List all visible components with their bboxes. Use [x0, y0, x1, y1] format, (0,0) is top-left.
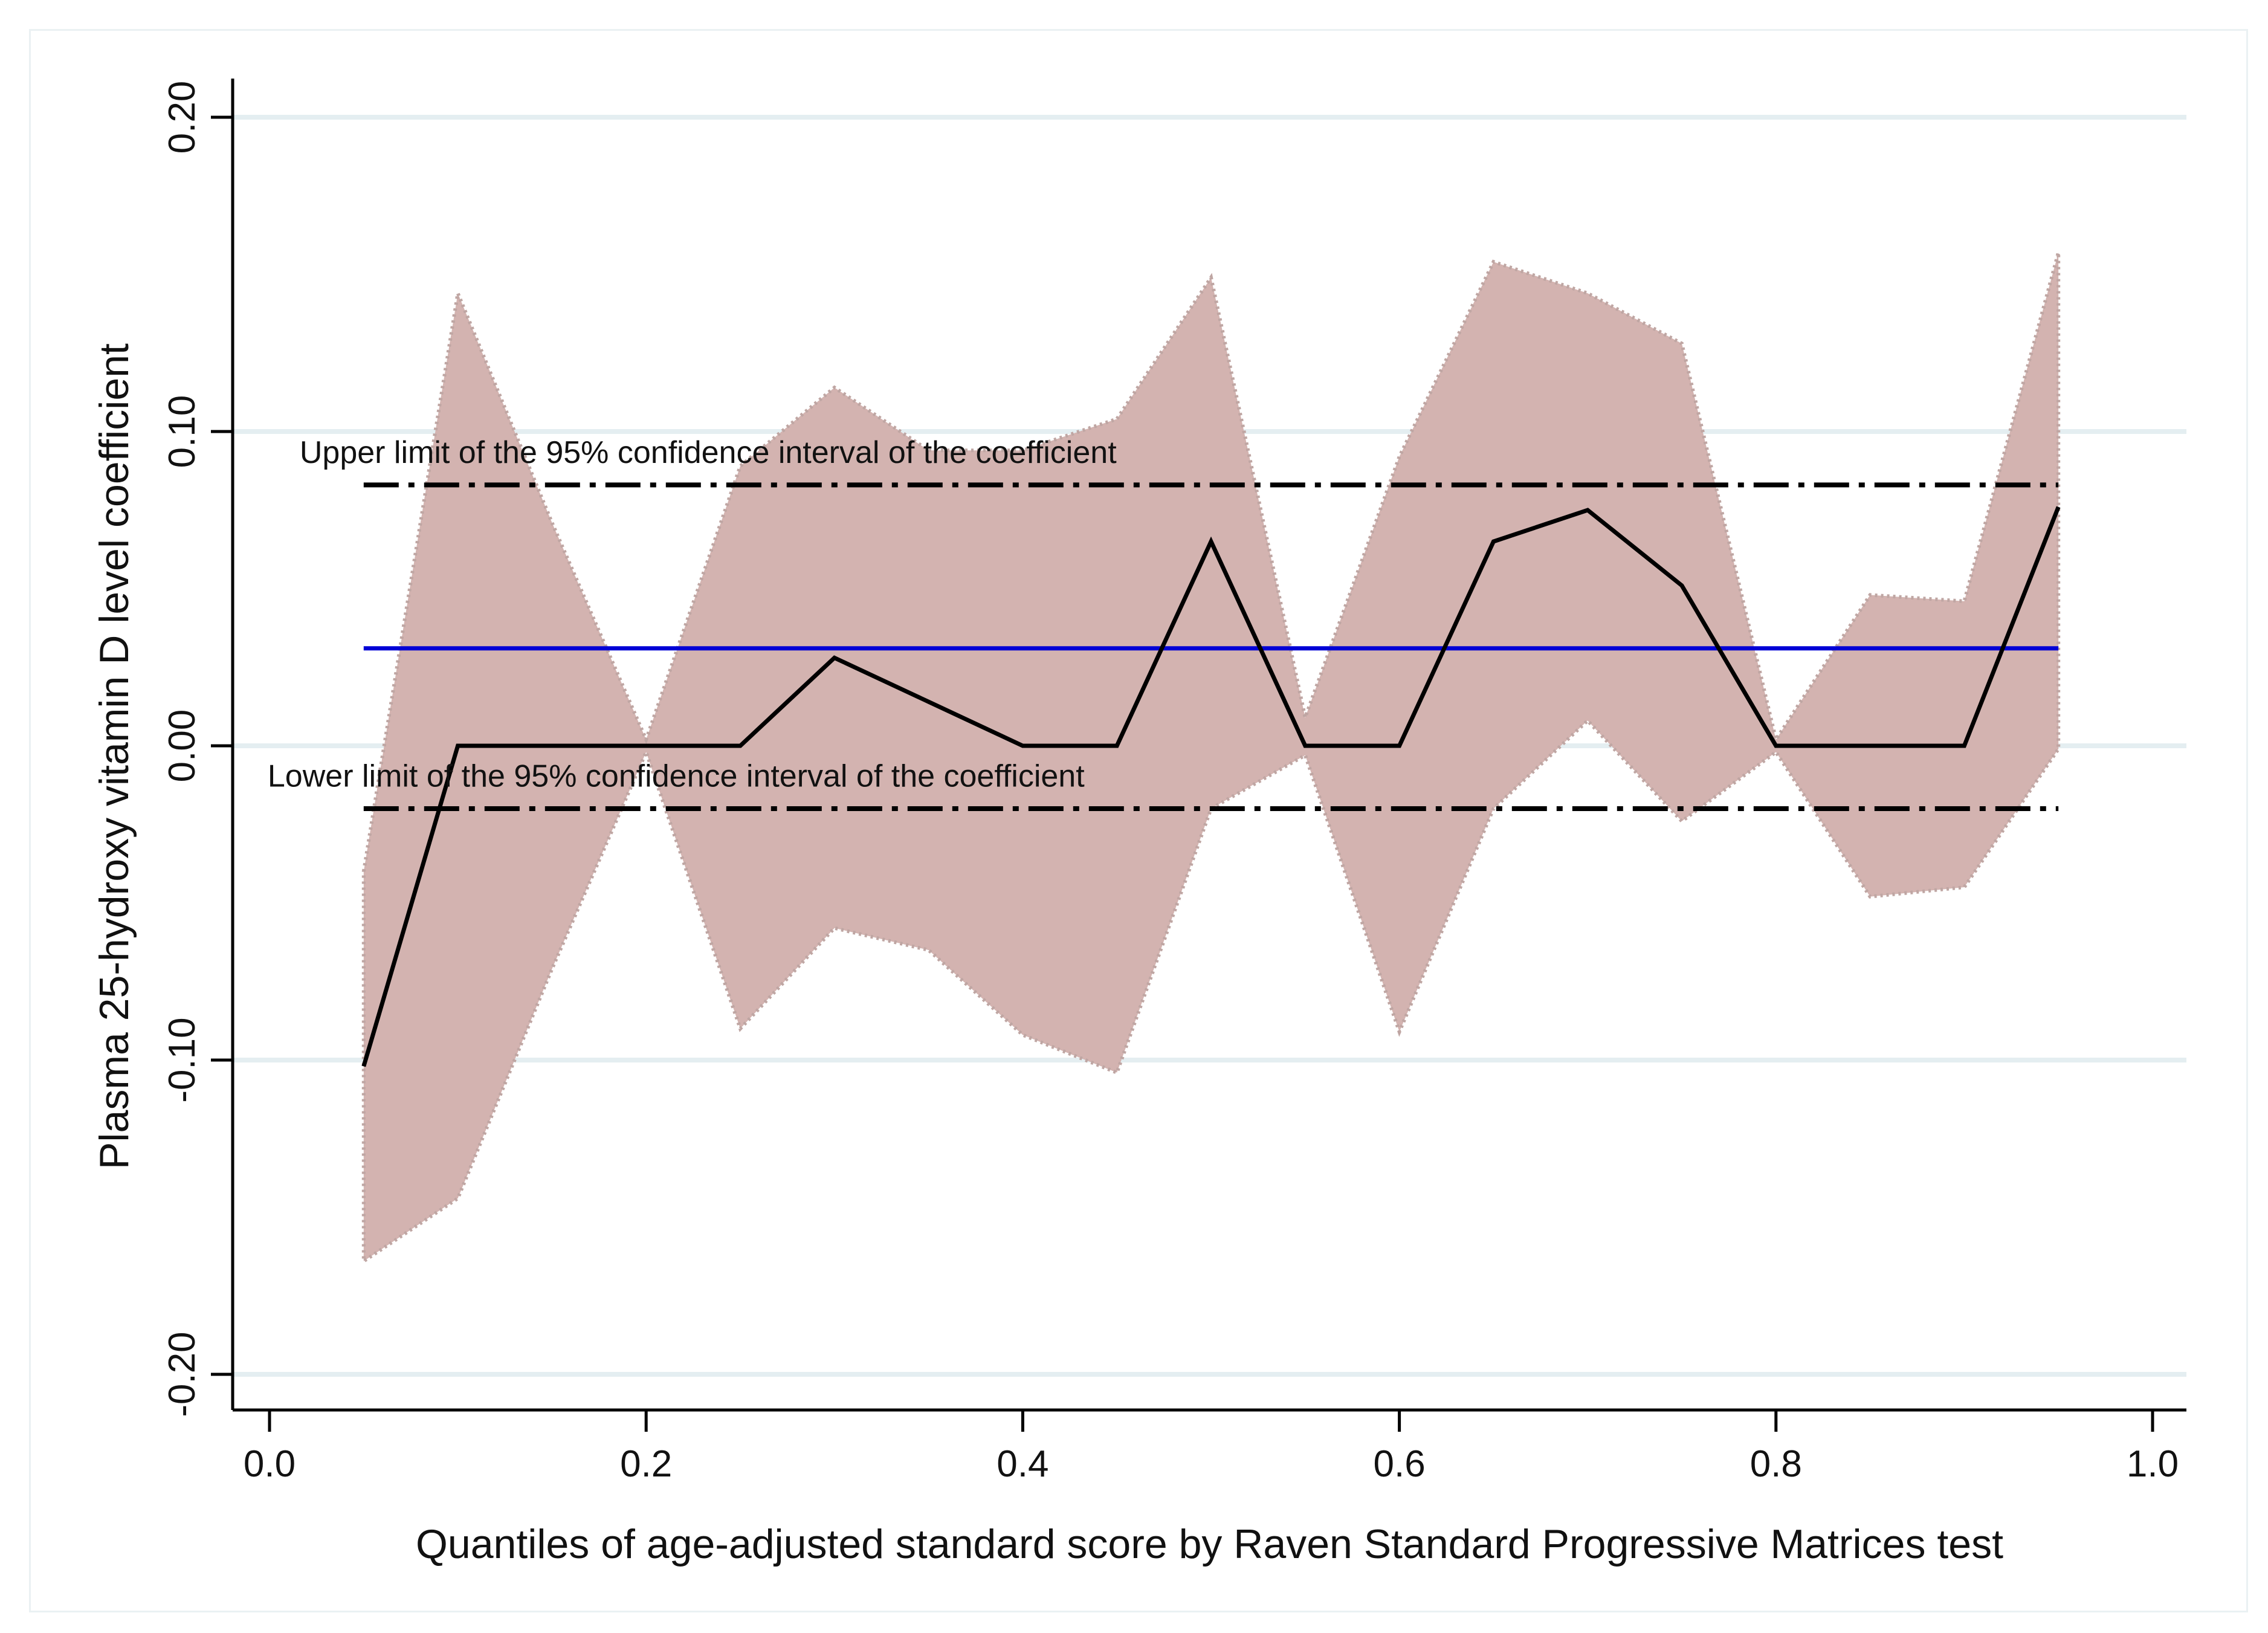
x-tick-label-4: 0.8	[1750, 1443, 1802, 1485]
x-tick-label-0: 0.0	[244, 1443, 296, 1485]
lower-limit-annotation: Lower limit of the 95% confidence interv…	[268, 759, 1085, 794]
chart-frame	[29, 29, 2248, 1612]
y-tick-label-2: 0.00	[161, 710, 203, 783]
ols-lines	[363, 482, 2059, 811]
annotations: Upper limit of the 95% confidence interv…	[268, 435, 1117, 794]
y-tick-label-4: 0.20	[161, 81, 203, 154]
y-tick-label-3: 0.10	[161, 395, 203, 468]
confidence-band-area	[361, 251, 2061, 1265]
y-tick-label-0: -0.20	[161, 1331, 203, 1417]
x-tick-label-1: 0.2	[620, 1443, 672, 1485]
x-tick-label-5: 1.0	[2127, 1443, 2179, 1485]
x-axis-title: Quantiles of age-adjusted standard score…	[416, 1521, 2003, 1567]
y-ticks: -0.20 -0.10 0.00 0.10 0.20	[161, 81, 233, 1417]
upper-limit-annotation: Upper limit of the 95% confidence interv…	[300, 435, 1117, 470]
x-tick-label-2: 0.4	[997, 1443, 1048, 1485]
y-tick-label-1: -0.10	[161, 1017, 203, 1102]
coefficient-series	[361, 506, 2061, 1067]
x-ticks: 0.0 0.2 0.4 0.6 0.8 1.0	[244, 1410, 2179, 1485]
coefficient-line	[361, 506, 2061, 1067]
x-tick-label-3: 0.6	[1373, 1443, 1425, 1485]
y-axis-title: Plasma 25-hydroxy vitamin D level coeffi…	[91, 343, 137, 1169]
confidence-band	[361, 251, 2061, 1265]
